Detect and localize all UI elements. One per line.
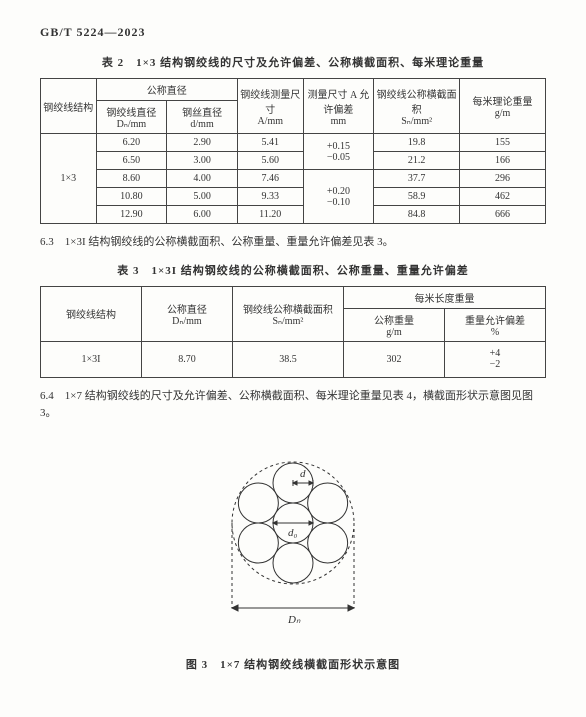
standard-id: GB/T 5224—2023 (40, 25, 546, 40)
cell: 8.70 (142, 341, 233, 377)
col-label: 钢绞线公称横截面积 (377, 90, 457, 116)
col-label: 钢绞线公称横截面积 (243, 305, 333, 316)
col-label: 钢丝直径 (182, 108, 222, 119)
cell: 7.46 (237, 170, 303, 188)
cell: 2.90 (167, 134, 238, 152)
strand-cross-section-icon: d d₀ Dₙ (193, 433, 393, 643)
table-row: 12.90 6.00 11.20 84.8 666 (41, 206, 546, 224)
col-label: 公称重量 (374, 316, 414, 327)
table2-caption: 表 2 1×3 结构钢绞线的尺寸及允许偏差、公称横截面积、每米理论重量 (40, 54, 546, 70)
col-label: 每米理论重量 (473, 97, 533, 108)
col-unit: Dₙ/mm (117, 119, 147, 130)
table-row: 1×3I 8.70 38.5 302 +4 −2 (41, 341, 546, 377)
cell-tol: +0.20 −0.10 (303, 170, 374, 224)
cell: 9.33 (237, 188, 303, 206)
figure3-caption: 图 3 1×7 结构钢绞线横截面形状示意图 (40, 656, 546, 672)
label-d0: d₀ (288, 527, 298, 539)
cell: 19.8 (374, 134, 460, 152)
cell-tol: +4 −2 (444, 341, 545, 377)
section-6-4: 6.4 1×7 结构钢绞线的尺寸及允许偏差、公称横截面积、每米理论重量见表 4，… (40, 388, 546, 423)
cell: 5.41 (237, 134, 303, 152)
cell: 5.00 (167, 188, 238, 206)
table3: 钢绞线结构 公称直径 Dₙ/mm 钢绞线公称横截面积 Sₙ/mm² 每米长度重量… (40, 286, 546, 378)
tol-dn: −0.05 (327, 152, 350, 163)
col-tol: 测量尺寸 A 允许偏差 mm (303, 79, 374, 134)
col-label: 测量尺寸 A 允许偏差 (308, 90, 370, 116)
tol-up: +0.20 (327, 186, 350, 197)
col-unit: g/m (386, 327, 402, 338)
table2: 钢绞线结构 公称直径 钢绞线测量尺寸 A/mm 测量尺寸 A 允许偏差 mm 钢… (40, 78, 546, 224)
col-wire-diam: 钢丝直径 d/mm (167, 101, 238, 134)
table-row: 10.80 5.00 9.33 58.9 462 (41, 188, 546, 206)
col-mass: 每米理论重量 g/m (460, 79, 546, 134)
cell: 8.60 (96, 170, 167, 188)
col-unit: % (491, 327, 499, 338)
cell: 3.00 (167, 152, 238, 170)
table-row: 钢绞线结构 公称直径 钢绞线测量尺寸 A/mm 测量尺寸 A 允许偏差 mm 钢… (41, 79, 546, 101)
label-Dn: Dₙ (287, 614, 301, 626)
tol-up: +4 (490, 348, 501, 359)
section-6-3: 6.3 1×3I 结构钢绞线的公称横截面积、公称重量、重量允许偏差见表 3。 (40, 234, 546, 252)
cell: 38.5 (232, 341, 343, 377)
tol-up: +0.15 (327, 141, 350, 152)
cell: 666 (460, 206, 546, 224)
col-meas-diam: 钢绞线测量尺寸 A/mm (237, 79, 303, 134)
col-unit: A/mm (257, 116, 283, 127)
col-label: 公称直径 (167, 305, 207, 316)
col-nom-diam: 公称直径 Dₙ/mm (142, 286, 233, 341)
cell: 37.7 (374, 170, 460, 188)
cell: 11.20 (237, 206, 303, 224)
table-row: 6.50 3.00 5.60 21.2 166 (41, 152, 546, 170)
col-nom-diam-group: 公称直径 (96, 79, 237, 101)
col-unit: Dₙ/mm (172, 316, 202, 327)
cell: 296 (460, 170, 546, 188)
cell: 6.50 (96, 152, 167, 170)
col-unit: Sₙ/mm² (272, 316, 303, 327)
figure3: d d₀ Dₙ (40, 433, 546, 646)
cell: 21.2 (374, 152, 460, 170)
col-unit: Sₙ/mm² (401, 116, 432, 127)
cell: 58.9 (374, 188, 460, 206)
tol-dn: −0.10 (327, 197, 350, 208)
cell: 4.00 (167, 170, 238, 188)
cell: 462 (460, 188, 546, 206)
col-area: 钢绞线公称横截面积 Sₙ/mm² (232, 286, 343, 341)
col-strand-diam: 钢绞线直径 Dₙ/mm (96, 101, 167, 134)
table-row: 1×3 6.20 2.90 5.41 +0.15 −0.05 19.8 155 (41, 134, 546, 152)
tol-dn: −2 (490, 359, 501, 370)
cell: 5.60 (237, 152, 303, 170)
cell: 302 (343, 341, 444, 377)
col-structure: 钢绞线结构 (41, 286, 142, 341)
cell-structure: 1×3 (41, 134, 97, 224)
col-unit: d/mm (190, 119, 213, 130)
col-label: 钢绞线测量尺寸 (240, 90, 300, 116)
table-row: 钢绞线结构 公称直径 Dₙ/mm 钢绞线公称横截面积 Sₙ/mm² 每米长度重量 (41, 286, 546, 308)
cell: 1×3I (41, 341, 142, 377)
col-label: 钢绞线直径 (106, 108, 156, 119)
cell: 6.20 (96, 134, 167, 152)
cell: 10.80 (96, 188, 167, 206)
cell: 155 (460, 134, 546, 152)
cell-tol: +0.15 −0.05 (303, 134, 374, 170)
col-unit: g/m (495, 108, 511, 119)
cell: 6.00 (167, 206, 238, 224)
col-unit: mm (331, 116, 347, 127)
cell: 12.90 (96, 206, 167, 224)
label-d: d (300, 468, 306, 480)
table3-caption: 表 3 1×3I 结构钢绞线的公称横截面积、公称重量、重量允许偏差 (40, 262, 546, 278)
col-structure: 钢绞线结构 (41, 79, 97, 134)
col-area: 钢绞线公称横截面积 Sₙ/mm² (374, 79, 460, 134)
cell: 84.8 (374, 206, 460, 224)
cell: 166 (460, 152, 546, 170)
col-label: 重量允许偏差 (465, 316, 525, 327)
col-mass-tol: 重量允许偏差 % (444, 308, 545, 341)
col-permeter-group: 每米长度重量 (343, 286, 545, 308)
col-nom-mass: 公称重量 g/m (343, 308, 444, 341)
table-row: 8.60 4.00 7.46 +0.20 −0.10 37.7 296 (41, 170, 546, 188)
